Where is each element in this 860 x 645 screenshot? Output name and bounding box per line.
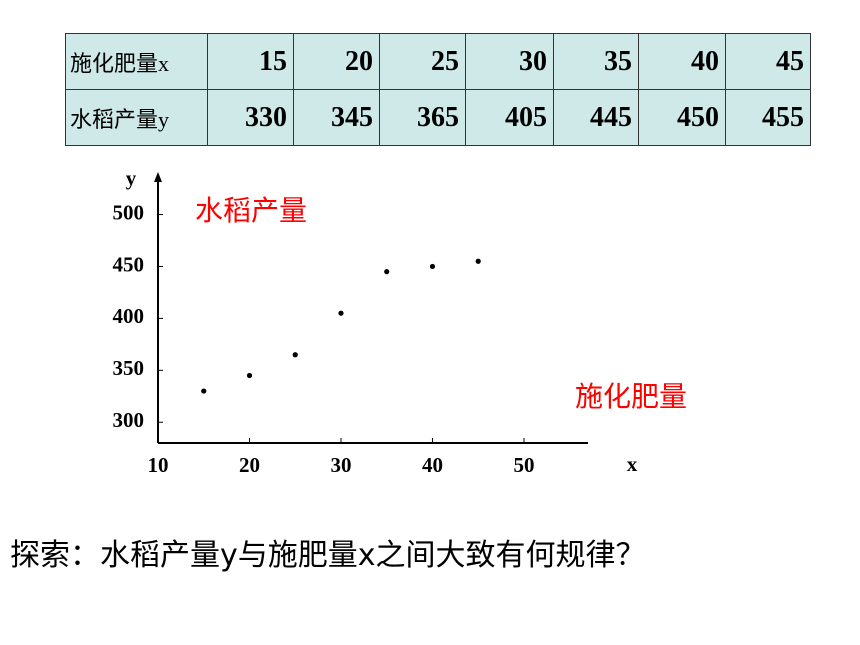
question: 探索：水稻产量y与施肥量x之间大致有何规律？ bbox=[10, 538, 646, 573]
table-row: 施化肥量x 15 20 25 30 35 40 45 bbox=[65, 33, 811, 90]
table-cell: 445 bbox=[553, 89, 639, 146]
table-cell: 30 bbox=[465, 33, 554, 90]
y-tick-label: 500 bbox=[113, 200, 145, 224]
table-cell: 水稻产量y bbox=[65, 89, 208, 146]
annotation: 施化肥量 bbox=[575, 380, 687, 413]
table-cell: 施化肥量x bbox=[65, 33, 208, 90]
y-axis-arrow bbox=[154, 172, 162, 182]
table-cell: 25 bbox=[379, 33, 466, 90]
y-tick-label: 450 bbox=[113, 252, 145, 276]
table-cell: 405 bbox=[465, 89, 554, 146]
point bbox=[338, 310, 344, 316]
y-tick-label: 400 bbox=[113, 304, 145, 328]
table-cell: 45 bbox=[725, 33, 811, 90]
x-tick-label: 20 bbox=[239, 453, 260, 477]
table-cell: 20 bbox=[293, 33, 380, 90]
point bbox=[475, 258, 481, 264]
table-cell: 455 bbox=[725, 89, 811, 146]
x-tick-label: 40 bbox=[422, 453, 443, 477]
x-tick-label: 30 bbox=[330, 453, 351, 477]
y-tick-label: 350 bbox=[113, 356, 145, 380]
annotation: 水稻产量 bbox=[195, 194, 307, 227]
table-cell: 330 bbox=[207, 89, 294, 146]
table-cell: 35 bbox=[553, 33, 639, 90]
y-tick-label: 300 bbox=[113, 408, 145, 432]
point bbox=[246, 372, 253, 379]
y-axis-label: y bbox=[126, 166, 137, 190]
x-tick-label: 10 bbox=[148, 453, 169, 477]
point bbox=[429, 263, 436, 270]
point bbox=[292, 352, 298, 358]
x-axis-label: x bbox=[627, 452, 638, 476]
data-table: 施化肥量x 15 20 25 30 35 40 45 水稻产量y 330 345 365 405 445 4… bbox=[65, 33, 811, 146]
point bbox=[384, 269, 390, 275]
table-cell: 450 bbox=[638, 89, 726, 146]
x-tick-label: 50 bbox=[513, 453, 534, 477]
table-row: 水稻产量y 330 345 365 405 445 450 455 bbox=[65, 89, 811, 146]
table-cell: 40 bbox=[638, 33, 726, 90]
point bbox=[201, 388, 207, 394]
